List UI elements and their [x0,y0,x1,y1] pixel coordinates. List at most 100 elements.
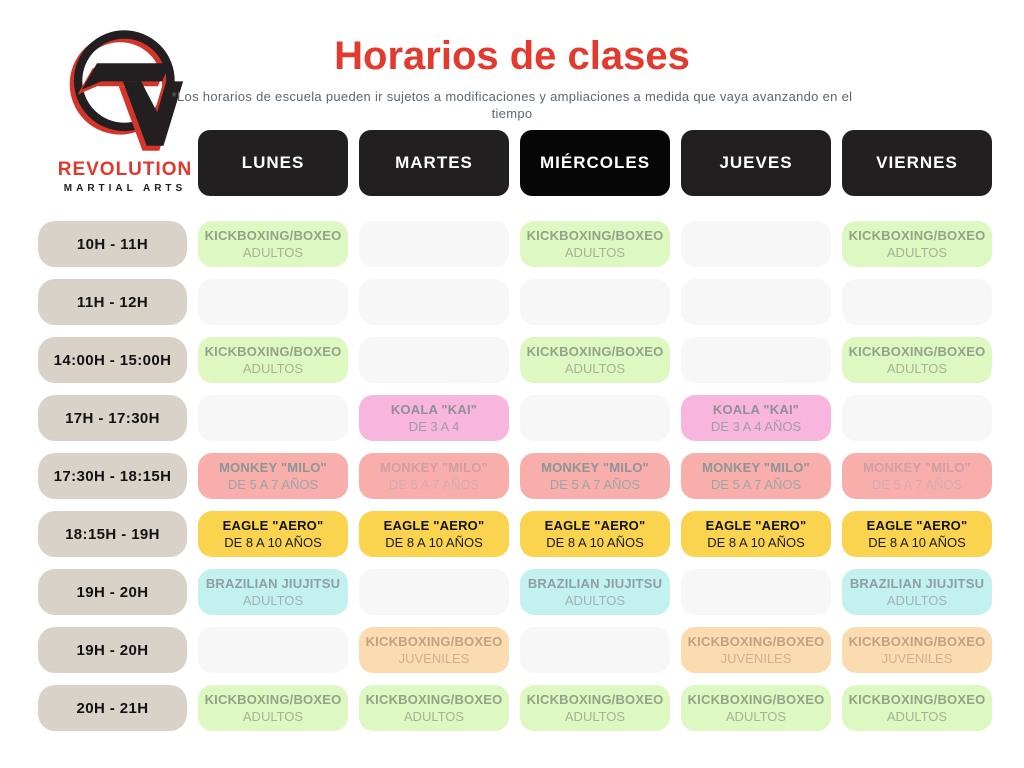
schedule-cell-empty [359,221,509,267]
class-audience: ADULTOS [886,245,948,260]
class-name: KOALA "KAI" [390,402,478,417]
class-audience: ADULTOS [242,709,304,724]
schedule-cell: KOALA "KAI" DE 3 A 4 AÑOS [681,395,831,441]
schedule-cell: KICKBOXING/BOXEO ADULTOS [842,337,992,383]
schedule-grid: 10H - 11H KICKBOXING/BOXEO ADULTOS KICKBOXI… [38,221,992,731]
schedule-cell: MONKEY "MILO" DE 5 A 7 AÑOS [198,453,348,499]
class-audience: DE 5 A 7 AÑOS [227,477,319,492]
schedule-cell: KICKBOXING/BOXEO ADULTOS [520,221,670,267]
schedule-cell-empty [681,221,831,267]
class-audience: DE 5 A 7 AÑOS [871,477,963,492]
class-audience: ADULTOS [886,709,948,724]
day-header-spacer [38,130,187,196]
time-slot: 11H - 12H [38,279,187,325]
class-audience: DE 5 A 7 AÑOS [388,477,480,492]
schedule-cell-empty [198,279,348,325]
class-audience: DE 8 A 10 AÑOS [707,535,805,550]
schedule-cell-empty [359,569,509,615]
class-name: BRAZILIAN JIUJITSU [205,576,341,591]
schedule-cell: KICKBOXING/BOXEO ADULTOS [520,685,670,731]
schedule-cell: EAGLE "AERO" DE 8 A 10 AÑOS [359,511,509,557]
class-name: BRAZILIAN JIUJITSU [527,576,663,591]
schedule-cell-empty [359,279,509,325]
schedule-cell: KICKBOXING/BOXEO ADULTOS [520,337,670,383]
class-name: KICKBOXING/BOXEO [526,692,664,707]
class-audience: ADULTOS [886,361,948,376]
schedule-cell: KICKBOXING/BOXEO ADULTOS [842,685,992,731]
time-slot: 17:30H - 18:15H [38,453,187,499]
class-name: KICKBOXING/BOXEO [204,228,342,243]
class-name: EAGLE "AERO" [383,518,485,533]
schedule-cell-empty [520,395,670,441]
revolution-logo: REVOLUTION MARTIAL ARTS [50,16,200,194]
class-name: KICKBOXING/BOXEO [204,692,342,707]
logo-brand-name: REVOLUTION [57,159,193,180]
class-audience: ADULTOS [564,245,626,260]
schedule-cell: KICKBOXING/BOXEO ADULTOS [198,221,348,267]
schedule-cell-empty [681,569,831,615]
class-audience: ADULTOS [242,361,304,376]
class-audience: ADULTOS [564,593,626,608]
class-name: KICKBOXING/BOXEO [526,228,664,243]
schedule-cell: KICKBOXING/BOXEO JUVENILES [681,627,831,673]
day-header-jueves: JUEVES [681,130,831,196]
schedule-cell: KICKBOXING/BOXEO ADULTOS [681,685,831,731]
class-audience: DE 3 A 4 AÑOS [710,419,802,434]
class-audience: ADULTOS [242,593,304,608]
time-slot: 19H - 20H [38,569,187,615]
schedule-cell: MONKEY "MILO" DE 5 A 7 AÑOS [520,453,670,499]
page-title: Horarios de clases [334,34,690,78]
class-name: EAGLE "AERO" [222,518,324,533]
class-name: KICKBOXING/BOXEO [687,634,825,649]
class-name: EAGLE "AERO" [544,518,646,533]
schedule-cell: MONKEY "MILO" DE 5 A 7 AÑOS [681,453,831,499]
time-slot: 18:15H - 19H [38,511,187,557]
schedule-cell: KICKBOXING/BOXEO ADULTOS [842,221,992,267]
time-slot: 14:00H - 15:00H [38,337,187,383]
class-audience: DE 5 A 7 AÑOS [549,477,641,492]
schedule-cell-empty [681,279,831,325]
class-audience: DE 8 A 10 AÑOS [224,535,322,550]
schedule-cell-empty [681,337,831,383]
class-name: KICKBOXING/BOXEO [848,344,986,359]
time-slot: 17H - 17:30H [38,395,187,441]
schedule-cell-empty [842,395,992,441]
time-slot: 19H - 20H [38,627,187,673]
class-audience: DE 3 A 4 [408,419,460,434]
day-header-lunes: LUNES [198,130,348,196]
class-name: KICKBOXING/BOXEO [848,228,986,243]
time-slot: 20H - 21H [38,685,187,731]
schedule-cell: EAGLE "AERO" DE 8 A 10 AÑOS [520,511,670,557]
schedule-cell: EAGLE "AERO" DE 8 A 10 AÑOS [842,511,992,557]
disclaimer-text: *Los horarios de escuela pueden ir sujet… [171,89,853,121]
schedule-cell: KICKBOXING/BOXEO JUVENILES [359,627,509,673]
class-name: KICKBOXING/BOXEO [687,692,825,707]
class-name: MONKEY "MILO" [219,460,327,475]
schedule-cell: EAGLE "AERO" DE 8 A 10 AÑOS [198,511,348,557]
schedule-cell-empty [520,279,670,325]
class-audience: ADULTOS [886,593,948,608]
class-name: KICKBOXING/BOXEO [365,634,503,649]
day-header-miercoles: MIÉRCOLES [520,130,670,196]
class-audience: JUVENILES [881,651,953,666]
schedule-cell: KOALA "KAI" DE 3 A 4 [359,395,509,441]
class-name: KICKBOXING/BOXEO [848,692,986,707]
schedule-cell: BRAZILIAN JIUJITSU ADULTOS [842,569,992,615]
logo-mark-icon [69,30,184,151]
class-name: MONKEY "MILO" [863,460,971,475]
class-audience: DE 8 A 10 AÑOS [385,535,483,550]
day-header-row: LUNES MARTES MIÉRCOLES JUEVES VIERNES [38,130,992,196]
time-slot: 10H - 11H [38,221,187,267]
class-name: EAGLE "AERO" [866,518,968,533]
class-audience: ADULTOS [242,245,304,260]
class-audience: ADULTOS [564,361,626,376]
class-name: MONKEY "MILO" [541,460,649,475]
schedule-cell: BRAZILIAN JIUJITSU ADULTOS [198,569,348,615]
class-name: KOALA "KAI" [712,402,800,417]
schedule-cell: BRAZILIAN JIUJITSU ADULTOS [520,569,670,615]
class-audience: DE 5 A 7 AÑOS [710,477,802,492]
schedule-cell: KICKBOXING/BOXEO ADULTOS [359,685,509,731]
class-audience: ADULTOS [725,709,787,724]
class-audience: ADULTOS [564,709,626,724]
day-header-viernes: VIERNES [842,130,992,196]
